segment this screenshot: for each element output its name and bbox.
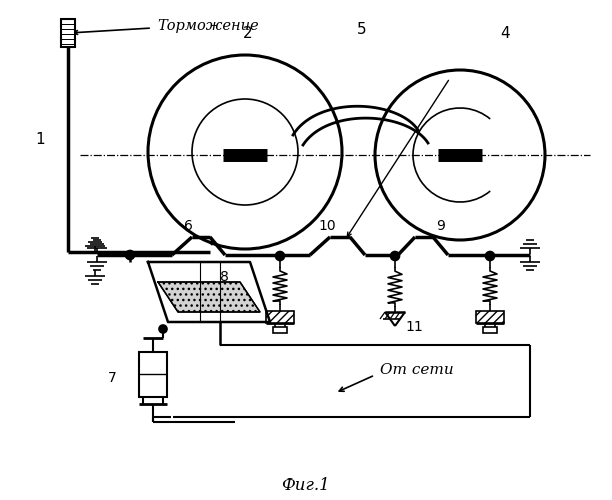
Text: 9: 9 <box>436 219 445 233</box>
Text: 5: 5 <box>357 22 367 37</box>
Circle shape <box>390 252 400 260</box>
Circle shape <box>125 250 135 260</box>
Text: 6: 6 <box>184 219 192 233</box>
Text: 11: 11 <box>405 320 423 334</box>
Bar <box>139 352 167 397</box>
Bar <box>476 311 504 323</box>
Bar <box>273 327 287 333</box>
Bar <box>483 327 497 333</box>
Text: 1: 1 <box>35 132 45 148</box>
Text: Торможение: Торможение <box>157 19 259 33</box>
Text: 8: 8 <box>220 270 229 284</box>
Polygon shape <box>158 282 260 312</box>
Bar <box>61 19 75 47</box>
Text: От сети: От сети <box>380 363 453 377</box>
Circle shape <box>485 252 494 260</box>
Text: 10: 10 <box>318 219 335 233</box>
Text: 2: 2 <box>243 26 253 41</box>
Circle shape <box>275 252 285 260</box>
Circle shape <box>159 325 167 333</box>
Bar <box>266 311 294 323</box>
Text: Фиг.1: Фиг.1 <box>281 476 329 494</box>
Text: 4: 4 <box>500 26 510 41</box>
Text: 7: 7 <box>108 371 116 385</box>
